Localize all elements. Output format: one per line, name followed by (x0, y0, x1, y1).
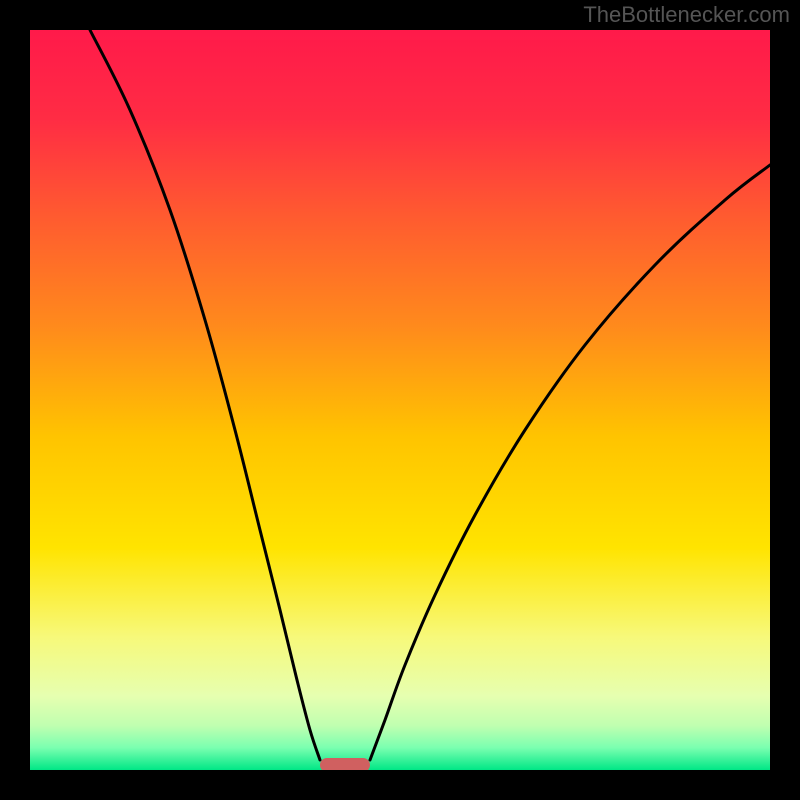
optimal-marker (320, 758, 370, 772)
bottleneck-chart (0, 0, 800, 800)
chart-border-bottom (0, 770, 800, 800)
chart-container: TheBottlenecker.com (0, 0, 800, 800)
chart-border-left (0, 0, 30, 800)
watermark-text: TheBottlenecker.com (583, 2, 790, 28)
chart-background (30, 30, 770, 770)
chart-border-right (770, 0, 800, 800)
